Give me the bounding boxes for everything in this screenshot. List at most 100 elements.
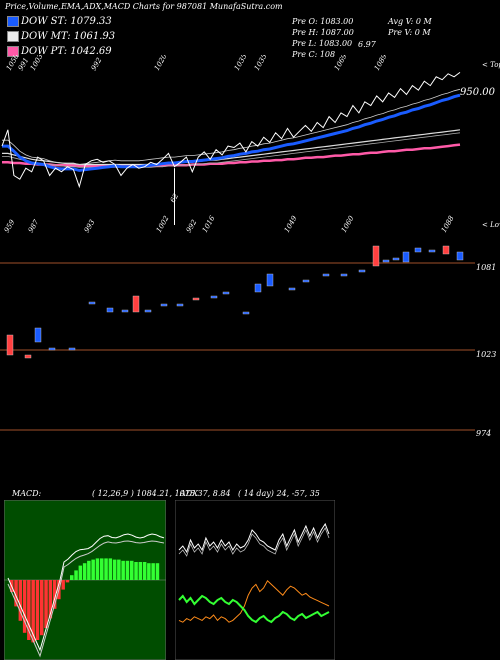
adx-background (175, 500, 335, 660)
candle (414, 247, 422, 253)
candle (144, 309, 152, 313)
macd-bar (61, 580, 65, 590)
macd-bar (87, 560, 91, 580)
avg-volume: Avg V: 0 M (388, 17, 432, 26)
top-label: 992 (90, 56, 104, 72)
candle (456, 251, 464, 261)
bottom-label: 1002 (155, 214, 171, 234)
macd-bar (65, 580, 70, 583)
legend-label-pt: DOW PT: (21, 46, 68, 57)
macd-label: MACD: (12, 489, 42, 498)
macd-bar (52, 580, 57, 609)
candle (382, 259, 390, 263)
adx-line (178, 522, 330, 554)
candle (322, 273, 330, 277)
level-label-lower: 974 (476, 429, 491, 438)
macd-bar (18, 580, 23, 621)
candle (402, 251, 410, 263)
top-label: 1089 (373, 55, 389, 72)
legend-dow-st: DOW ST: 1079.33 (7, 16, 112, 27)
candle (428, 249, 436, 253)
macd-signal-line (7, 540, 165, 658)
candle (242, 311, 250, 315)
candle (24, 354, 32, 359)
macd-bar (134, 562, 138, 580)
pre-volume: Pre V: 0 M (388, 28, 431, 37)
tops-axis-label: < Tops (482, 61, 500, 69)
candle (442, 245, 450, 255)
candle (372, 245, 380, 267)
adx-values: ( 14 day) 24, -57, 35 (238, 489, 320, 498)
macd-bar (95, 558, 100, 580)
level-label-upper: 1081 (476, 263, 496, 272)
legend-label-mt: DOW MT: (21, 31, 71, 42)
legend-value-mt: 1061.93 (73, 31, 116, 42)
macd-bar (44, 580, 48, 628)
ema-lines (1, 71, 461, 225)
legend-swatch-st (7, 16, 19, 27)
ohlc-close: Pre C: 108 (292, 50, 336, 59)
macd-line (7, 533, 165, 652)
candle (68, 347, 76, 351)
candle (176, 303, 184, 307)
level-label-middle: 1023 (476, 350, 496, 359)
top-label: 1035 (253, 55, 269, 72)
bottom-label: 987 (27, 218, 41, 234)
macd-bar (142, 562, 147, 580)
candle (302, 279, 310, 283)
candle (34, 327, 42, 343)
macd-bar (22, 580, 27, 633)
candle (288, 287, 296, 291)
macd-bar (155, 563, 160, 580)
legend-label-st: DOW ST: (21, 16, 68, 27)
top-label: 1020 (153, 55, 169, 72)
macd-bar (40, 580, 44, 636)
ema-upper-band (2, 88, 461, 165)
macd-bar (138, 562, 143, 580)
macd-bar (31, 580, 35, 643)
legend-swatch-mt (7, 31, 19, 42)
candle (254, 283, 262, 293)
volume-panel: 1081 1023 974 (0, 245, 496, 438)
macd-bar (112, 559, 117, 580)
minus-di-line (178, 579, 330, 623)
candles (6, 245, 464, 359)
macd-bar (27, 580, 31, 640)
candle (160, 303, 168, 307)
macd-bar (130, 560, 134, 580)
bottom-label: 993 (83, 218, 97, 234)
bottom-label: 959 (3, 218, 17, 234)
candle (48, 347, 56, 351)
macd-bar (48, 580, 53, 619)
macd-bar (151, 563, 155, 580)
ohlc-open: Pre O: 1083.00 (292, 17, 354, 26)
macd-values: ( 12,26,9 ) 1084.21, 1075.37, 8.84 (92, 489, 231, 498)
macd-bar (91, 559, 95, 580)
adx-panel (175, 500, 335, 660)
macd-bar (108, 558, 113, 580)
candle (88, 301, 96, 305)
macd-panel (4, 500, 166, 660)
bottom-label: 1016 (201, 214, 217, 234)
plus-di-line (178, 594, 330, 624)
legend-dow-pt: DOW PT: 1042.69 (7, 46, 112, 57)
bottom-label: 1088 (440, 214, 456, 234)
candle (392, 257, 400, 261)
candle (6, 334, 14, 356)
last-price-label: 950.00 (460, 87, 496, 98)
adx-label: ADX (180, 489, 198, 498)
candle (222, 291, 230, 295)
legend-value-st: 1079.33 (70, 16, 112, 27)
bottom-label: 992 (185, 218, 199, 234)
macd-bar (117, 559, 121, 580)
macd-lines (7, 533, 165, 658)
macd-bar (74, 570, 78, 580)
candle (106, 307, 114, 313)
candle (121, 309, 129, 313)
bottom-label: 1049 (283, 214, 299, 234)
legend-dow-mt: DOW MT: 1061.93 (7, 31, 115, 42)
ohlc-low: Pre L: 1083.00 (292, 39, 353, 48)
candle (132, 295, 140, 313)
